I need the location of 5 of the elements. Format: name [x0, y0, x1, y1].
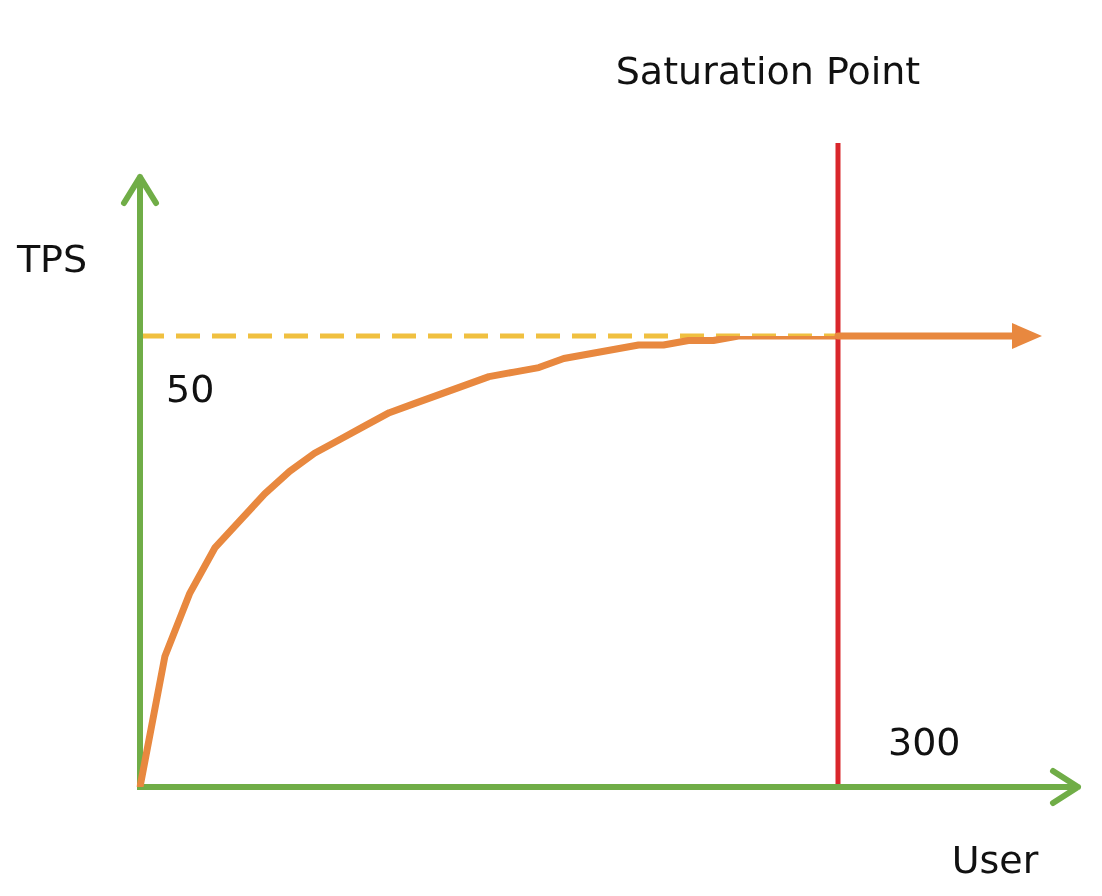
y-axis-title: TPS	[15, 236, 88, 281]
text: 300	[888, 719, 961, 764]
text: Saturation Point	[615, 48, 921, 93]
x-axis-title: User	[951, 837, 1039, 882]
annotation: 50	[166, 366, 215, 411]
